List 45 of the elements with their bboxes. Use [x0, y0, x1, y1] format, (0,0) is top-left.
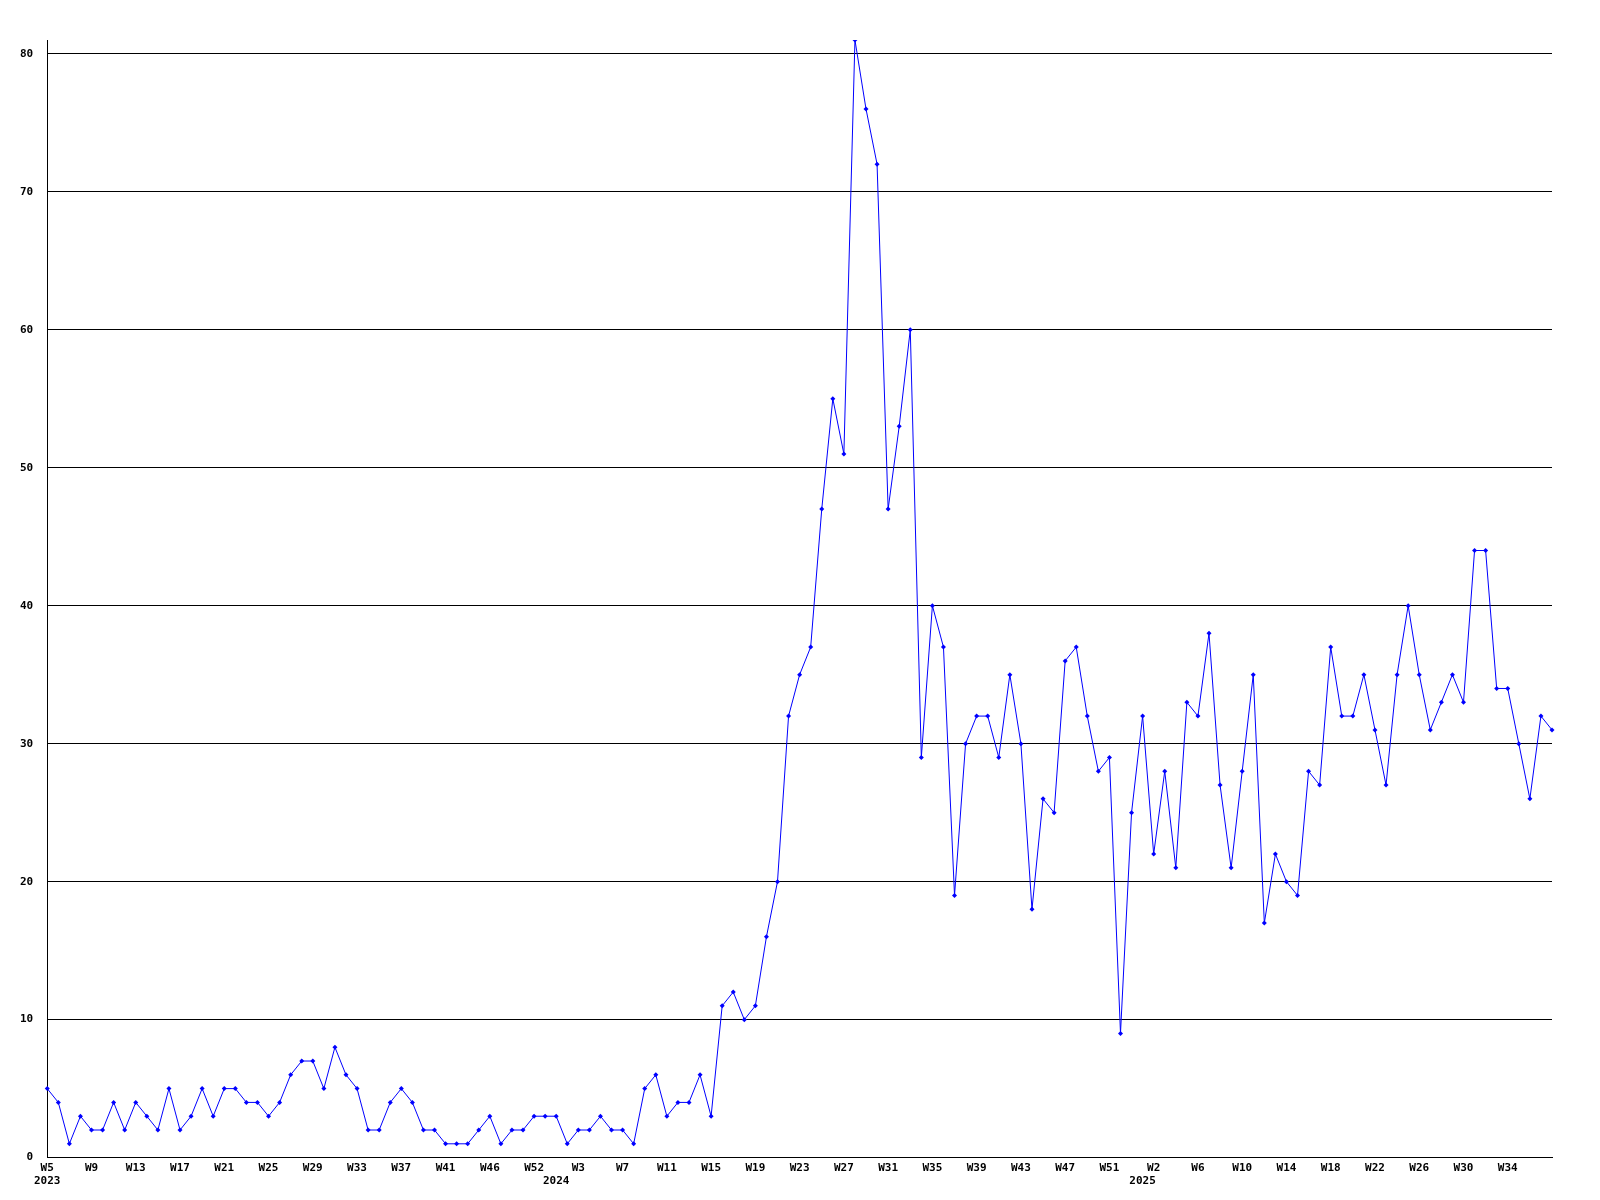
x-tick-label: W37	[391, 1161, 412, 1175]
y-tick-label: 40	[20, 598, 34, 612]
x-tick-label: 2025	[1129, 1174, 1156, 1188]
y-tick-label: 20	[20, 874, 34, 888]
x-tick-label: W17	[170, 1161, 190, 1175]
x-tick-label: W46	[479, 1161, 501, 1175]
x-tick-label: W31	[878, 1161, 899, 1175]
x-tick-label: W51	[1099, 1161, 1120, 1175]
y-tick-label: 50	[20, 460, 34, 474]
x-tick-label: W14	[1276, 1161, 1297, 1175]
x-tick-label: W25	[258, 1161, 279, 1175]
x-tick-label: W33	[347, 1161, 367, 1175]
x-tick-label: W9	[84, 1161, 99, 1175]
x-tick-label: W10	[1232, 1161, 1253, 1175]
x-tick-label: W29	[302, 1161, 323, 1175]
x-tick-label: W5 2023	[34, 1161, 61, 1188]
x-tick-label: W18	[1320, 1161, 1341, 1175]
x-tick-label: W27	[833, 1161, 854, 1175]
x-tick-label: W30	[1453, 1161, 1474, 1175]
x-tick-label: W15	[701, 1161, 722, 1175]
x-tick-label: W47	[1055, 1161, 1076, 1175]
x-tick-label: W11	[656, 1161, 678, 1175]
x-tick-label: W21	[214, 1161, 235, 1175]
y-tick-label: 30	[20, 736, 34, 750]
x-tick-label: W7	[615, 1161, 630, 1175]
x-tick-label: W26	[1409, 1161, 1430, 1175]
x-tick-label: W19	[745, 1161, 766, 1175]
x-tick-label: W6	[1191, 1161, 1205, 1175]
y-tick-label: 0	[26, 1150, 34, 1164]
x-tick-label: W35	[922, 1161, 943, 1175]
y-tick-label: 10	[20, 1012, 34, 1026]
x-tick-label: W41	[435, 1161, 456, 1175]
y-tick-label: 70	[20, 184, 34, 198]
x-tick-label: W3	[571, 1161, 585, 1175]
x-tick-label: W39	[966, 1161, 987, 1175]
x-tick-label: W13	[125, 1161, 146, 1175]
x-tick-label: W43	[1010, 1161, 1031, 1175]
y-tick-label: 60	[20, 322, 34, 336]
x-tick-label: W22	[1365, 1161, 1385, 1175]
x-tick-label: 2024	[542, 1174, 570, 1188]
x-tick-label: W23	[789, 1161, 810, 1175]
x-tick-label: W2	[1147, 1161, 1161, 1175]
x-tick-label: W34	[1497, 1161, 1519, 1175]
y-tick-label: 80	[20, 46, 34, 60]
x-tick-label: W52	[524, 1161, 545, 1175]
